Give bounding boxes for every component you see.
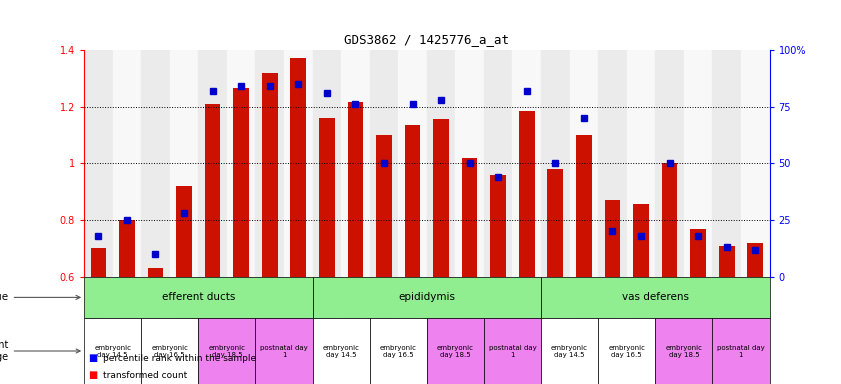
Bar [484,318,541,384]
Bar [376,135,392,277]
Bar [519,111,535,277]
Bar [84,318,141,384]
Bar [541,277,770,318]
Bar [690,228,706,277]
Bar [347,103,363,277]
Bar [712,318,770,384]
Bar [426,50,455,277]
Text: embryonic
day 16.5: embryonic day 16.5 [608,344,645,358]
Bar [719,246,734,277]
Text: embryonic
day 18.5: embryonic day 18.5 [436,344,473,358]
Bar [170,50,198,277]
Bar [547,169,563,277]
Bar [462,158,478,277]
Bar [198,50,227,277]
Bar [627,50,655,277]
Bar [433,119,449,277]
Bar [177,186,192,277]
Bar [633,204,649,277]
Text: development
stage: development stage [0,340,80,362]
Text: percentile rank within the sample: percentile rank within the sample [103,354,256,363]
Bar [370,318,426,384]
Bar [313,318,370,384]
Bar [370,50,399,277]
Text: epididymis: epididymis [399,292,455,302]
Bar [655,318,712,384]
Bar [605,200,621,277]
Bar [598,318,655,384]
Text: embryonic
day 16.5: embryonic day 16.5 [151,344,188,358]
Bar [662,163,677,277]
Bar [455,50,484,277]
Text: embryonic
day 14.5: embryonic day 14.5 [94,344,131,358]
Text: transformed count: transformed count [103,371,187,380]
Bar [84,277,313,318]
Bar [262,73,278,277]
Bar [313,277,541,318]
Bar [512,50,541,277]
Bar [256,318,313,384]
Text: embryonic
day 16.5: embryonic day 16.5 [380,344,417,358]
Bar [227,50,256,277]
Bar [741,50,770,277]
Text: embryonic
day 18.5: embryonic day 18.5 [209,344,246,358]
Bar [426,318,484,384]
Bar [198,318,256,384]
Bar [148,268,163,277]
Bar [712,50,741,277]
Bar [405,125,420,277]
Bar [84,50,113,277]
Text: ■: ■ [88,370,98,380]
Bar [399,50,426,277]
Bar [204,104,220,277]
Text: tissue: tissue [0,292,80,302]
Bar [290,58,306,277]
Bar [598,50,627,277]
Bar [119,220,135,277]
Bar [541,50,569,277]
Bar [684,50,712,277]
Bar [576,135,592,277]
Bar [91,248,106,277]
Bar [569,50,598,277]
Bar [141,318,198,384]
Bar [490,175,506,277]
Bar [541,318,598,384]
Bar [484,50,512,277]
Text: efferent ducts: efferent ducts [161,292,235,302]
Bar [319,118,335,277]
Bar [313,50,341,277]
Text: postnatal day
1: postnatal day 1 [717,344,764,358]
Bar [748,243,763,277]
Text: ■: ■ [88,353,98,363]
Bar [341,50,370,277]
Text: vas deferens: vas deferens [621,292,689,302]
Bar [233,88,249,277]
Text: embryonic
day 14.5: embryonic day 14.5 [323,344,360,358]
Bar [113,50,141,277]
Bar [655,50,684,277]
Bar [141,50,170,277]
Bar [256,50,284,277]
Text: embryonic
day 14.5: embryonic day 14.5 [551,344,588,358]
Bar [284,50,313,277]
Text: GDS3862 / 1425776_a_at: GDS3862 / 1425776_a_at [344,33,510,46]
Text: postnatal day
1: postnatal day 1 [489,344,537,358]
Text: embryonic
day 18.5: embryonic day 18.5 [665,344,702,358]
Text: postnatal day
1: postnatal day 1 [260,344,308,358]
